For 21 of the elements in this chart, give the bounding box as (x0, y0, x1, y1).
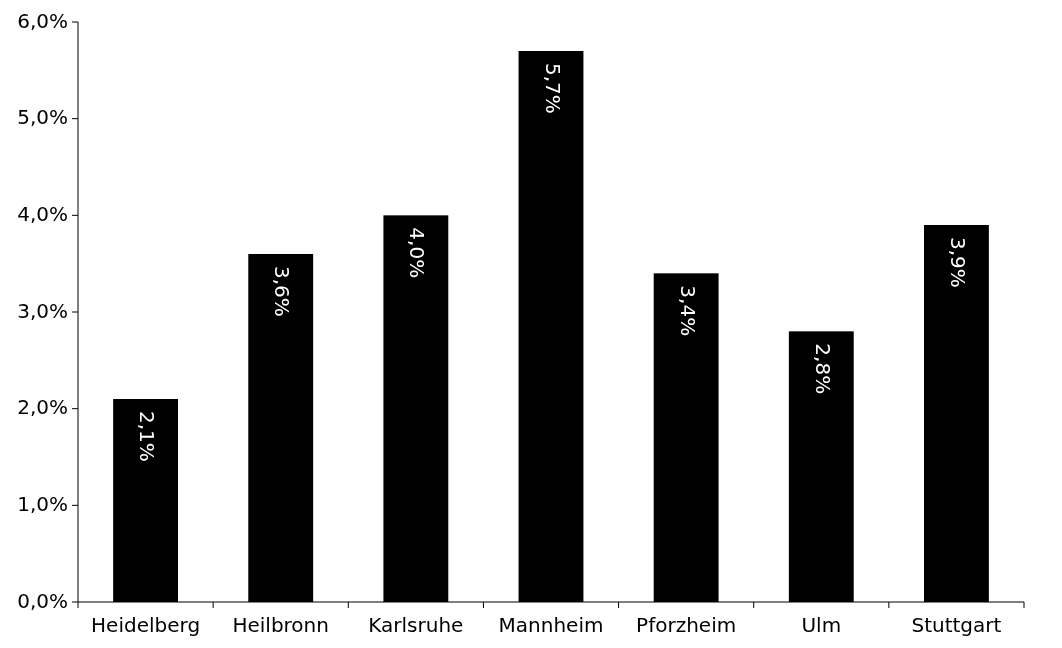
y-tick-label: 3,0% (17, 298, 68, 323)
y-tick-label: 4,0% (17, 201, 68, 226)
data-label: 3,9% (945, 237, 970, 288)
y-tick-label: 2,0% (17, 395, 68, 420)
data-label: 4,0% (405, 227, 430, 279)
data-label: 3,6% (270, 266, 295, 317)
x-tick-label: Mannheim (498, 613, 604, 637)
data-label: 3,4% (675, 285, 700, 337)
y-tick-label: 1,0% (17, 491, 68, 516)
x-tick-label: Heilbronn (232, 613, 329, 637)
x-tick-label: Pforzheim (636, 613, 737, 637)
x-tick-label: Ulm (801, 613, 842, 637)
data-label: 5,7% (540, 63, 565, 114)
data-label: 2,8% (810, 343, 835, 395)
data-label: 2,1% (135, 411, 160, 462)
x-tick-label: Stuttgart (911, 613, 1002, 637)
y-tick-label: 5,0% (17, 105, 68, 130)
y-tick-label: 6,0% (17, 8, 68, 33)
x-tick-label: Heidelberg (91, 613, 201, 637)
x-tick-label: Karlsruhe (368, 613, 464, 637)
y-tick-label: 0,0% (17, 588, 68, 613)
